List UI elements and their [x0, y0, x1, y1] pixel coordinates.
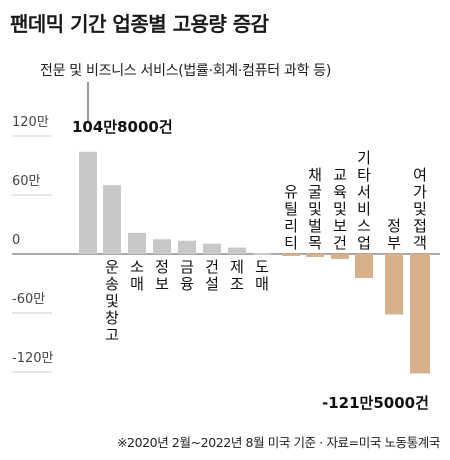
bar	[103, 185, 121, 254]
bar	[228, 247, 246, 254]
y-tick-label: -120만	[12, 351, 54, 366]
bar	[253, 253, 271, 256]
bar	[410, 254, 430, 374]
y-tick-label: 0	[12, 233, 20, 248]
bar	[306, 254, 324, 257]
bar	[153, 239, 171, 254]
bar	[79, 151, 97, 254]
bar	[203, 243, 221, 254]
y-tick-label: 60만	[12, 174, 41, 189]
bar	[178, 240, 196, 254]
y-tick-label: 120만	[12, 115, 49, 130]
source-note: ※2020년 2월~2022년 8월 미국 기준 · 자료=미국 노동통계국	[116, 435, 440, 450]
bar	[282, 254, 300, 256]
y-tick-label: -60만	[12, 292, 45, 307]
value-label: -121만5000건	[322, 394, 429, 412]
bar	[385, 254, 403, 315]
bar	[128, 232, 146, 254]
top-category-annotation: 전문 및 비즈니스 서비스(법률·회계·컴퓨터 과학 등)	[40, 63, 331, 79]
value-label: 104만8000건	[72, 118, 173, 136]
chart-title: 팬데믹 기간 업종별 고용량 증감	[10, 12, 269, 36]
bar	[331, 254, 349, 259]
bar	[355, 254, 373, 279]
